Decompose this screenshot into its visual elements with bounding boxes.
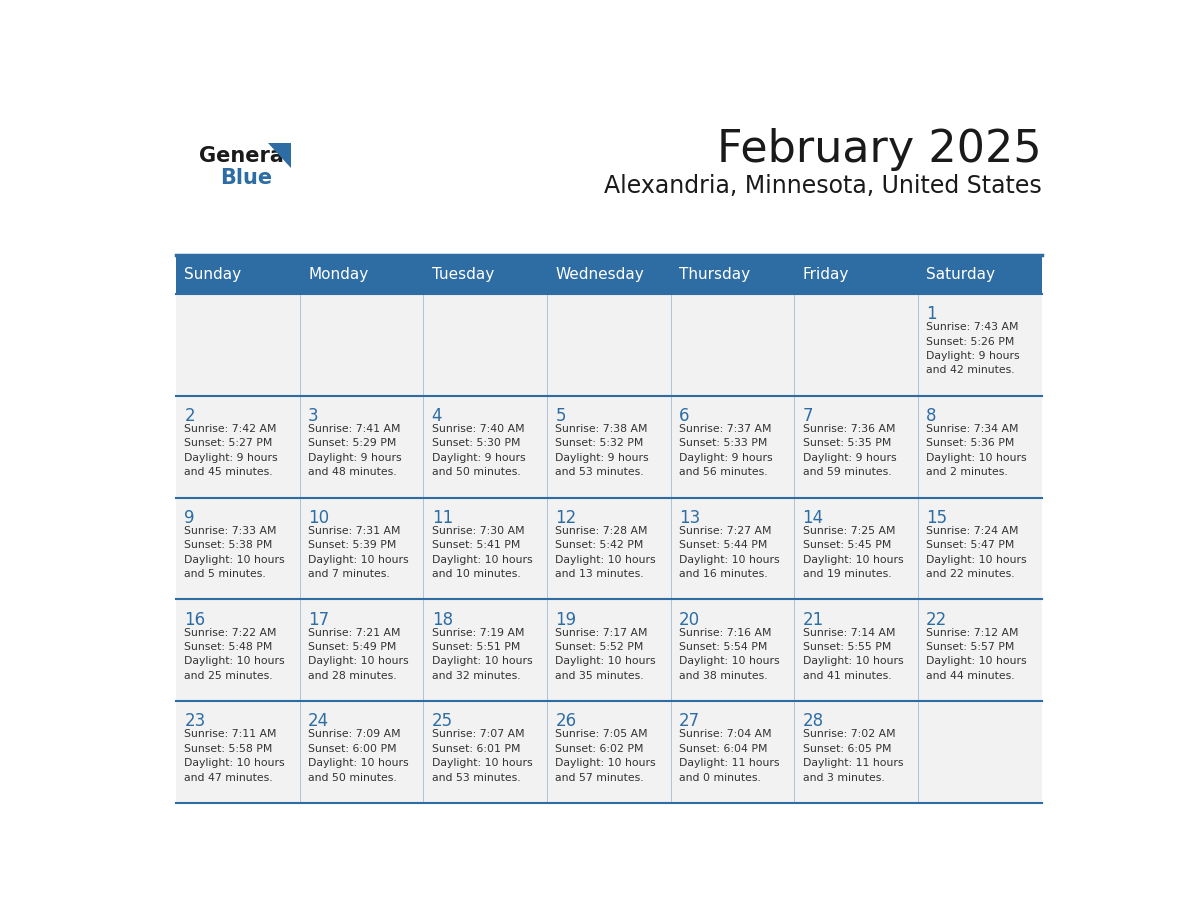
Text: 3: 3 — [308, 407, 318, 425]
Text: Sunrise: 7:25 AM
Sunset: 5:45 PM
Daylight: 10 hours
and 19 minutes.: Sunrise: 7:25 AM Sunset: 5:45 PM Dayligh… — [803, 526, 903, 579]
Text: 7: 7 — [803, 407, 813, 425]
Text: 9: 9 — [184, 509, 195, 527]
Text: 15: 15 — [927, 509, 947, 527]
Text: Sunrise: 7:41 AM
Sunset: 5:29 PM
Daylight: 9 hours
and 48 minutes.: Sunrise: 7:41 AM Sunset: 5:29 PM Dayligh… — [308, 424, 402, 477]
Text: Sunrise: 7:34 AM
Sunset: 5:36 PM
Daylight: 10 hours
and 2 minutes.: Sunrise: 7:34 AM Sunset: 5:36 PM Dayligh… — [927, 424, 1026, 477]
Text: Sunrise: 7:22 AM
Sunset: 5:48 PM
Daylight: 10 hours
and 25 minutes.: Sunrise: 7:22 AM Sunset: 5:48 PM Dayligh… — [184, 628, 285, 681]
Text: Sunrise: 7:30 AM
Sunset: 5:41 PM
Daylight: 10 hours
and 10 minutes.: Sunrise: 7:30 AM Sunset: 5:41 PM Dayligh… — [431, 526, 532, 579]
Text: 8: 8 — [927, 407, 936, 425]
Text: Sunrise: 7:21 AM
Sunset: 5:49 PM
Daylight: 10 hours
and 28 minutes.: Sunrise: 7:21 AM Sunset: 5:49 PM Dayligh… — [308, 628, 409, 681]
Text: Thursday: Thursday — [680, 267, 750, 282]
Text: 27: 27 — [680, 712, 700, 731]
Text: February 2025: February 2025 — [716, 128, 1042, 171]
Text: Sunrise: 7:38 AM
Sunset: 5:32 PM
Daylight: 9 hours
and 53 minutes.: Sunrise: 7:38 AM Sunset: 5:32 PM Dayligh… — [555, 424, 649, 477]
Bar — [176, 294, 1042, 396]
Text: 11: 11 — [431, 509, 453, 527]
Text: 21: 21 — [803, 610, 823, 629]
Text: 26: 26 — [555, 712, 576, 731]
Text: 16: 16 — [184, 610, 206, 629]
Text: 12: 12 — [555, 509, 576, 527]
Text: 2: 2 — [184, 407, 195, 425]
Text: Monday: Monday — [308, 267, 368, 282]
Text: Sunrise: 7:27 AM
Sunset: 5:44 PM
Daylight: 10 hours
and 16 minutes.: Sunrise: 7:27 AM Sunset: 5:44 PM Dayligh… — [680, 526, 779, 579]
Text: Sunrise: 7:05 AM
Sunset: 6:02 PM
Daylight: 10 hours
and 57 minutes.: Sunrise: 7:05 AM Sunset: 6:02 PM Dayligh… — [555, 730, 656, 782]
Text: 6: 6 — [680, 407, 689, 425]
Text: Sunrise: 7:40 AM
Sunset: 5:30 PM
Daylight: 9 hours
and 50 minutes.: Sunrise: 7:40 AM Sunset: 5:30 PM Dayligh… — [431, 424, 525, 477]
Text: 5: 5 — [555, 407, 565, 425]
Bar — [176, 255, 1042, 294]
Text: Wednesday: Wednesday — [555, 267, 644, 282]
Text: Sunrise: 7:31 AM
Sunset: 5:39 PM
Daylight: 10 hours
and 7 minutes.: Sunrise: 7:31 AM Sunset: 5:39 PM Dayligh… — [308, 526, 409, 579]
Polygon shape — [268, 143, 291, 168]
Text: 23: 23 — [184, 712, 206, 731]
Bar — [176, 396, 1042, 498]
Text: Saturday: Saturday — [927, 267, 996, 282]
Text: 19: 19 — [555, 610, 576, 629]
Text: Sunrise: 7:37 AM
Sunset: 5:33 PM
Daylight: 9 hours
and 56 minutes.: Sunrise: 7:37 AM Sunset: 5:33 PM Dayligh… — [680, 424, 772, 477]
Text: Friday: Friday — [803, 267, 849, 282]
Text: Sunrise: 7:09 AM
Sunset: 6:00 PM
Daylight: 10 hours
and 50 minutes.: Sunrise: 7:09 AM Sunset: 6:00 PM Dayligh… — [308, 730, 409, 782]
Text: Sunrise: 7:16 AM
Sunset: 5:54 PM
Daylight: 10 hours
and 38 minutes.: Sunrise: 7:16 AM Sunset: 5:54 PM Dayligh… — [680, 628, 779, 681]
Text: Sunrise: 7:07 AM
Sunset: 6:01 PM
Daylight: 10 hours
and 53 minutes.: Sunrise: 7:07 AM Sunset: 6:01 PM Dayligh… — [431, 730, 532, 782]
Text: Sunrise: 7:33 AM
Sunset: 5:38 PM
Daylight: 10 hours
and 5 minutes.: Sunrise: 7:33 AM Sunset: 5:38 PM Dayligh… — [184, 526, 285, 579]
Text: Sunrise: 7:28 AM
Sunset: 5:42 PM
Daylight: 10 hours
and 13 minutes.: Sunrise: 7:28 AM Sunset: 5:42 PM Dayligh… — [555, 526, 656, 579]
Text: Sunrise: 7:02 AM
Sunset: 6:05 PM
Daylight: 11 hours
and 3 minutes.: Sunrise: 7:02 AM Sunset: 6:05 PM Dayligh… — [803, 730, 903, 782]
Text: 17: 17 — [308, 610, 329, 629]
Bar — [176, 599, 1042, 701]
Text: 10: 10 — [308, 509, 329, 527]
Text: 25: 25 — [431, 712, 453, 731]
Text: 4: 4 — [431, 407, 442, 425]
Bar — [176, 498, 1042, 599]
Text: 14: 14 — [803, 509, 823, 527]
Text: Sunrise: 7:24 AM
Sunset: 5:47 PM
Daylight: 10 hours
and 22 minutes.: Sunrise: 7:24 AM Sunset: 5:47 PM Dayligh… — [927, 526, 1026, 579]
Text: Sunrise: 7:11 AM
Sunset: 5:58 PM
Daylight: 10 hours
and 47 minutes.: Sunrise: 7:11 AM Sunset: 5:58 PM Dayligh… — [184, 730, 285, 782]
Text: 13: 13 — [680, 509, 700, 527]
Text: Alexandria, Minnesota, United States: Alexandria, Minnesota, United States — [604, 174, 1042, 197]
Text: 1: 1 — [927, 306, 937, 323]
Text: Sunday: Sunday — [184, 267, 241, 282]
Text: General: General — [200, 146, 291, 166]
Text: Blue: Blue — [220, 168, 272, 188]
Text: Tuesday: Tuesday — [431, 267, 494, 282]
Text: Sunrise: 7:17 AM
Sunset: 5:52 PM
Daylight: 10 hours
and 35 minutes.: Sunrise: 7:17 AM Sunset: 5:52 PM Dayligh… — [555, 628, 656, 681]
Text: Sunrise: 7:04 AM
Sunset: 6:04 PM
Daylight: 11 hours
and 0 minutes.: Sunrise: 7:04 AM Sunset: 6:04 PM Dayligh… — [680, 730, 779, 782]
Text: 20: 20 — [680, 610, 700, 629]
Text: 18: 18 — [431, 610, 453, 629]
Text: 28: 28 — [803, 712, 823, 731]
Text: Sunrise: 7:14 AM
Sunset: 5:55 PM
Daylight: 10 hours
and 41 minutes.: Sunrise: 7:14 AM Sunset: 5:55 PM Dayligh… — [803, 628, 903, 681]
Text: Sunrise: 7:19 AM
Sunset: 5:51 PM
Daylight: 10 hours
and 32 minutes.: Sunrise: 7:19 AM Sunset: 5:51 PM Dayligh… — [431, 628, 532, 681]
Text: 22: 22 — [927, 610, 948, 629]
Text: Sunrise: 7:12 AM
Sunset: 5:57 PM
Daylight: 10 hours
and 44 minutes.: Sunrise: 7:12 AM Sunset: 5:57 PM Dayligh… — [927, 628, 1026, 681]
Text: Sunrise: 7:36 AM
Sunset: 5:35 PM
Daylight: 9 hours
and 59 minutes.: Sunrise: 7:36 AM Sunset: 5:35 PM Dayligh… — [803, 424, 896, 477]
Text: Sunrise: 7:43 AM
Sunset: 5:26 PM
Daylight: 9 hours
and 42 minutes.: Sunrise: 7:43 AM Sunset: 5:26 PM Dayligh… — [927, 322, 1019, 375]
Text: 24: 24 — [308, 712, 329, 731]
Text: Sunrise: 7:42 AM
Sunset: 5:27 PM
Daylight: 9 hours
and 45 minutes.: Sunrise: 7:42 AM Sunset: 5:27 PM Dayligh… — [184, 424, 278, 477]
Bar — [176, 701, 1042, 803]
